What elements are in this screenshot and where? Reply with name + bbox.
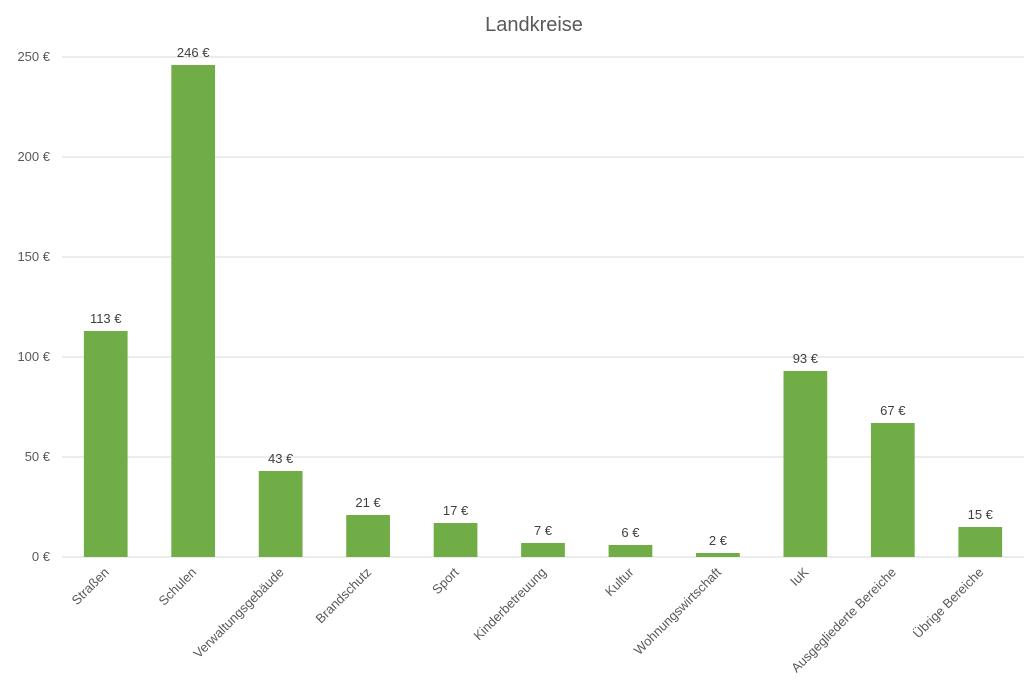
- bar-0: [83, 331, 128, 557]
- x-category-label: Schulen: [155, 565, 199, 609]
- data-label: 246 €: [177, 45, 210, 60]
- bar-5: [521, 543, 565, 557]
- x-category-label: Verwaltungsgebäude: [190, 565, 286, 661]
- bar-9: [870, 423, 915, 557]
- data-label: 93 €: [793, 351, 819, 366]
- bar-10: [958, 527, 1003, 557]
- y-tick-label: 250 €: [17, 49, 50, 64]
- bar-8: [783, 371, 828, 557]
- bar-1: [171, 65, 216, 557]
- x-category-label: Brandschutz: [313, 565, 375, 627]
- data-label: 6 €: [621, 525, 640, 540]
- data-label: 113 €: [90, 311, 122, 326]
- y-tick-label: 100 €: [17, 349, 50, 364]
- x-category-label: Straßen: [69, 565, 112, 608]
- data-label: 21 €: [355, 495, 381, 510]
- y-tick-label: 50 €: [25, 449, 51, 464]
- bars: [83, 65, 1003, 557]
- y-tick-label: 0 €: [32, 549, 51, 564]
- x-category-label: Wohnungswirtschaft: [631, 564, 724, 657]
- gridlines: [62, 56, 1024, 558]
- y-tick-label: 200 €: [17, 149, 50, 164]
- data-label: 67 €: [880, 403, 906, 418]
- bar-6: [608, 545, 653, 557]
- data-label: 2 €: [709, 533, 728, 548]
- x-category-label: Kinderbetreuung: [471, 565, 550, 644]
- data-labels: 113 € 246 € 43 € 21 € 17 € 7 € 6 € 2 € 93 € 67 € 1…: [90, 45, 994, 548]
- bar-4: [433, 523, 478, 557]
- data-label: 17 €: [443, 503, 469, 518]
- data-label: 15 €: [968, 507, 994, 522]
- bar-3: [346, 515, 390, 557]
- bar-7: [696, 553, 740, 557]
- bar-2: [258, 471, 303, 557]
- y-tick-label: 150 €: [17, 249, 50, 264]
- x-category-label: Sport: [429, 564, 462, 597]
- y-axis-ticks: 0 € 50 € 100 € 150 € 200 € 250 €: [17, 49, 50, 564]
- chart-title: Landkreise: [485, 14, 583, 36]
- x-category-label: Kultur: [602, 564, 637, 599]
- data-label: 7 €: [534, 523, 553, 538]
- x-category-label: IuK: [787, 564, 812, 589]
- data-label: 43 €: [268, 451, 294, 466]
- x-category-label: Übrige Bereiche: [910, 565, 987, 642]
